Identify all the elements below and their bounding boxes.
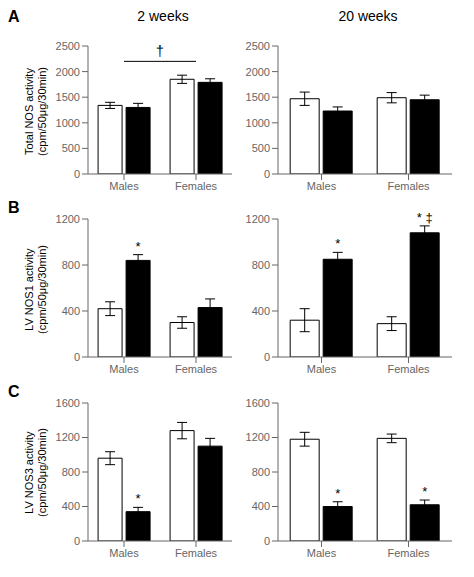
svg-text:Males: Males [307,180,337,192]
svg-text:Females: Females [175,546,218,558]
svg-text:1200: 1200 [56,431,80,443]
svg-text:800: 800 [252,259,270,271]
svg-text:1600: 1600 [246,397,270,409]
html-text:2 weeks: 2 weeks [137,8,189,24]
svg-text:Females: Females [175,363,218,375]
svg-text:500: 500 [62,142,80,154]
svg-text:*: * [136,491,141,506]
svg-text:Males: Males [109,180,139,192]
svg-text:0: 0 [74,168,80,180]
svg-text:400: 400 [252,305,270,317]
html-text:LV NOS3 activity (cpm/50μg/30m: LV NOS3 activity (cpm/50μg/30min) [23,428,48,518]
svg-text:*: * [335,485,340,500]
svg-text:Males: Males [307,546,337,558]
svg-text:1200: 1200 [246,213,270,225]
svg-text:1000: 1000 [56,117,80,129]
html-text:20 weeks: 20 weeks [338,8,398,24]
svg-text:* ‡: * ‡ [417,210,433,225]
svg-text:1500: 1500 [246,91,270,103]
svg-text:400: 400 [252,500,270,512]
svg-text:Females: Females [387,363,430,375]
html-text:A: A [8,8,20,25]
html-text:B: B [8,199,20,217]
svg-text:†: † [156,43,164,59]
svg-text:400: 400 [62,500,80,512]
svg-text:Males: Males [109,363,139,375]
svg-text:2500: 2500 [56,40,80,52]
svg-text:*: * [136,239,141,254]
svg-text:1200: 1200 [56,213,80,225]
svg-text:1600: 1600 [56,397,80,409]
svg-text:2500: 2500 [246,40,270,52]
svg-text:0: 0 [264,535,270,547]
html-text:Total NOS activity (cpm/50μg/3: Total NOS activity (cpm/50μg/30min) [23,66,48,156]
svg-text:Males: Males [307,363,337,375]
svg-text:2000: 2000 [56,66,80,78]
html-text:C: C [8,382,20,400]
html-text:LV NOS1 activity (cpm/50μg/30m: LV NOS1 activity (cpm/50μg/30min) [23,244,48,334]
svg-text:1200: 1200 [246,431,270,443]
svg-text:Females: Females [175,180,218,192]
svg-text:Females: Females [387,546,430,558]
svg-text:800: 800 [62,259,80,271]
svg-text:1500: 1500 [56,91,80,103]
svg-text:0: 0 [74,351,80,363]
svg-text:*: * [422,484,427,499]
svg-text:*: * [335,237,340,252]
svg-text:0: 0 [74,535,80,547]
svg-text:1000: 1000 [246,117,270,129]
svg-text:2000: 2000 [246,66,270,78]
svg-text:Females: Females [387,180,430,192]
svg-text:0: 0 [264,168,270,180]
svg-text:Males: Males [109,546,139,558]
svg-text:500: 500 [252,142,270,154]
svg-text:0: 0 [264,351,270,363]
svg-text:400: 400 [62,305,80,317]
svg-text:800: 800 [252,466,270,478]
svg-text:800: 800 [62,466,80,478]
